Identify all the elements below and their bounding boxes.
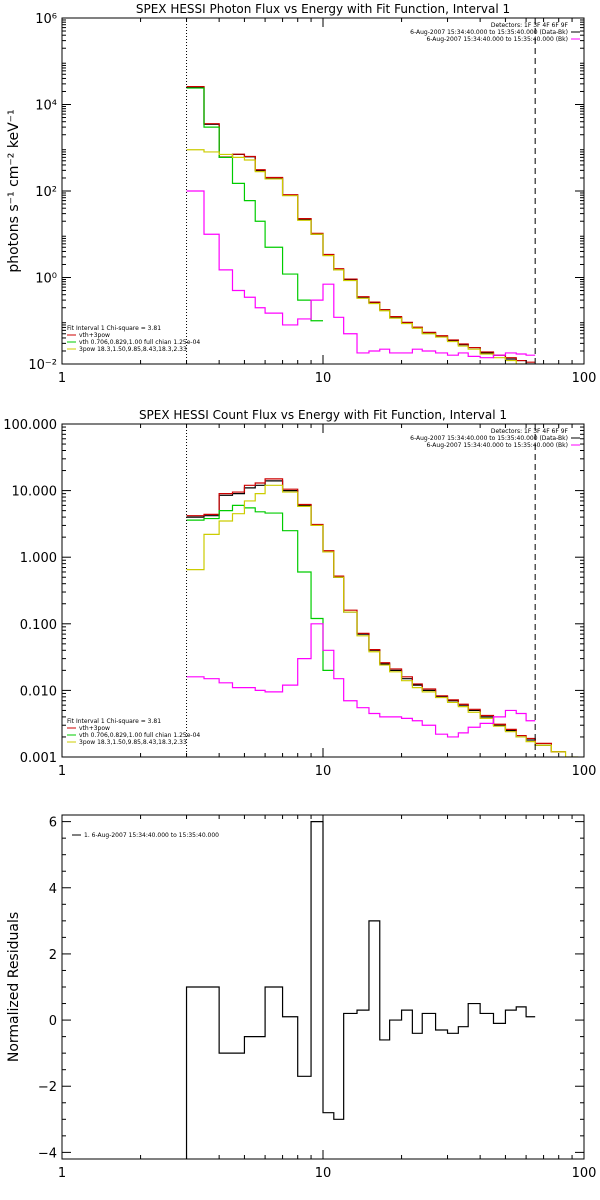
y-tick-label: 0.001 <box>20 751 57 766</box>
count-flux-panel: SPEX HESSI Count Flux vs Energy with Fit… <box>3 408 596 779</box>
y-axis-label: photons s⁻¹ cm⁻² keV⁻¹ <box>6 109 22 272</box>
legend-entry: vth+3pow <box>79 332 110 339</box>
x-tick-label: 10 <box>315 371 332 386</box>
info-line: 6-Aug-2007 15:34:40.000 to 15:35:40.000 … <box>410 435 568 442</box>
x-tick-label: 10 <box>315 764 332 779</box>
info-line: 6-Aug-2007 15:34:40.000 to 15:35:40.000 … <box>410 29 568 36</box>
series-line-0 <box>185 821 536 1159</box>
series-line-0 <box>186 480 566 753</box>
y-tick-label: 10⁴ <box>35 99 57 114</box>
y-tick-label: 100.000 <box>3 418 57 433</box>
fit-text: Fit Interval 1 Chi-square = 3.81 <box>67 325 161 332</box>
series-group <box>186 85 536 364</box>
y-tick-label: 0 <box>49 1014 57 1029</box>
y-tick-label: 10⁶ <box>35 12 57 27</box>
y-axis-label: Normalized Residuals <box>6 912 22 1062</box>
series-line-2 <box>186 87 323 322</box>
info-line: 6-Aug-2007 15:34:40.000 to 15:35:40.000 … <box>426 36 568 43</box>
legend-entry: vth+3pow <box>79 725 110 732</box>
y-tick-label: 0.100 <box>20 618 57 633</box>
y-tick-label: 10.000 <box>12 485 58 500</box>
series-line-4 <box>186 190 536 359</box>
legend-entry: 3pow 18.3,1.50,9.85,8.43,18.3,2.33 <box>79 739 187 746</box>
legend-entry: 1. 6-Aug-2007 15:34:40.000 to 15:35:40.0… <box>84 832 219 839</box>
y-tick-label: 1.000 <box>20 551 57 566</box>
series-line-2 <box>186 504 334 671</box>
x-tick-label: 100 <box>572 764 597 779</box>
x-tick-label: 1 <box>58 371 66 386</box>
legend-entry: vth 0.706,0.829,1.00 full chian 1.25e-04 <box>79 339 200 346</box>
y-tick-label: 2 <box>49 948 57 963</box>
y-tick-label: 0.010 <box>20 684 57 699</box>
legend-entry: 3pow 18.3,1.50,9.85,8.43,18.3,2.33 <box>79 346 187 353</box>
x-tick-label: 10 <box>315 1166 332 1181</box>
info-line: Detectors: 1F 3F 4F 6F 9F <box>491 22 569 29</box>
y-tick-label: 10⁰ <box>35 272 57 287</box>
x-tick-label: 100 <box>572 371 597 386</box>
legend-entry: vth 0.706,0.829,1.00 full chian 1.25e-04 <box>79 732 200 739</box>
x-tick-label: 1 <box>58 764 66 779</box>
series-line-4 <box>186 623 536 738</box>
y-tick-label: 10² <box>35 185 57 200</box>
series-line-3 <box>186 484 579 757</box>
series-line-1 <box>186 478 566 753</box>
y-tick-label: 4 <box>49 882 57 897</box>
x-tick-label: 100 <box>572 1166 597 1181</box>
y-tick-label: 6 <box>49 816 57 831</box>
plot-frame <box>61 423 585 758</box>
info-line: Detectors: 1F 3F 4F 6F 9F <box>491 428 569 435</box>
series-group <box>186 478 579 757</box>
series-line-3 <box>186 149 527 364</box>
chart-title: SPEX HESSI Photon Flux vs Energy with Fi… <box>136 2 510 16</box>
plot-frame <box>61 17 585 365</box>
series-line-0 <box>186 86 536 364</box>
y-tick-label: 10⁻² <box>28 358 57 373</box>
residuals-panel: 1 10 100 −4 −2 0 2 4 6 Normalized Residuals 1. 6-A… <box>6 814 597 1181</box>
chart-title: SPEX HESSI Count Flux vs Energy with Fit… <box>139 408 507 422</box>
y-tick-label: −2 <box>38 1080 57 1095</box>
x-tick-label: 1 <box>58 1166 66 1181</box>
y-tick-label: −4 <box>38 1146 57 1161</box>
series-line-1 <box>186 85 536 363</box>
info-line: 6-Aug-2007 15:34:40.000 to 15:35:40.000 … <box>426 442 568 449</box>
series-group <box>185 821 536 1159</box>
photon-flux-panel: SPEX HESSI Photon Flux vs Energy with Fi… <box>6 2 596 386</box>
fit-text: Fit Interval 1 Chi-square = 3.81 <box>67 718 161 725</box>
